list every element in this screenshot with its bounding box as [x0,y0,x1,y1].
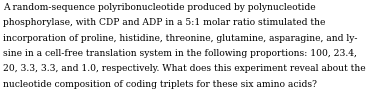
Text: sine in a cell-free translation system in the following proportions: 100, 23.4,: sine in a cell-free translation system i… [3,49,357,58]
Text: nucleotide composition of coding triplets for these six amino acids?: nucleotide composition of coding triplet… [3,80,317,89]
Text: A random-sequence polyribonucleotide produced by polynucleotide: A random-sequence polyribonucleotide pro… [3,3,315,12]
Text: 20, 3.3, 3.3, and 1.0, respectively. What does this experiment reveal about the: 20, 3.3, 3.3, and 1.0, respectively. Wha… [3,64,365,73]
Text: phosphorylase, with CDP and ADP in a 5:1 molar ratio stimulated the: phosphorylase, with CDP and ADP in a 5:1… [3,18,325,27]
Text: incorporation of proline, histidine, threonine, glutamine, asparagine, and ly-: incorporation of proline, histidine, thr… [3,34,358,43]
